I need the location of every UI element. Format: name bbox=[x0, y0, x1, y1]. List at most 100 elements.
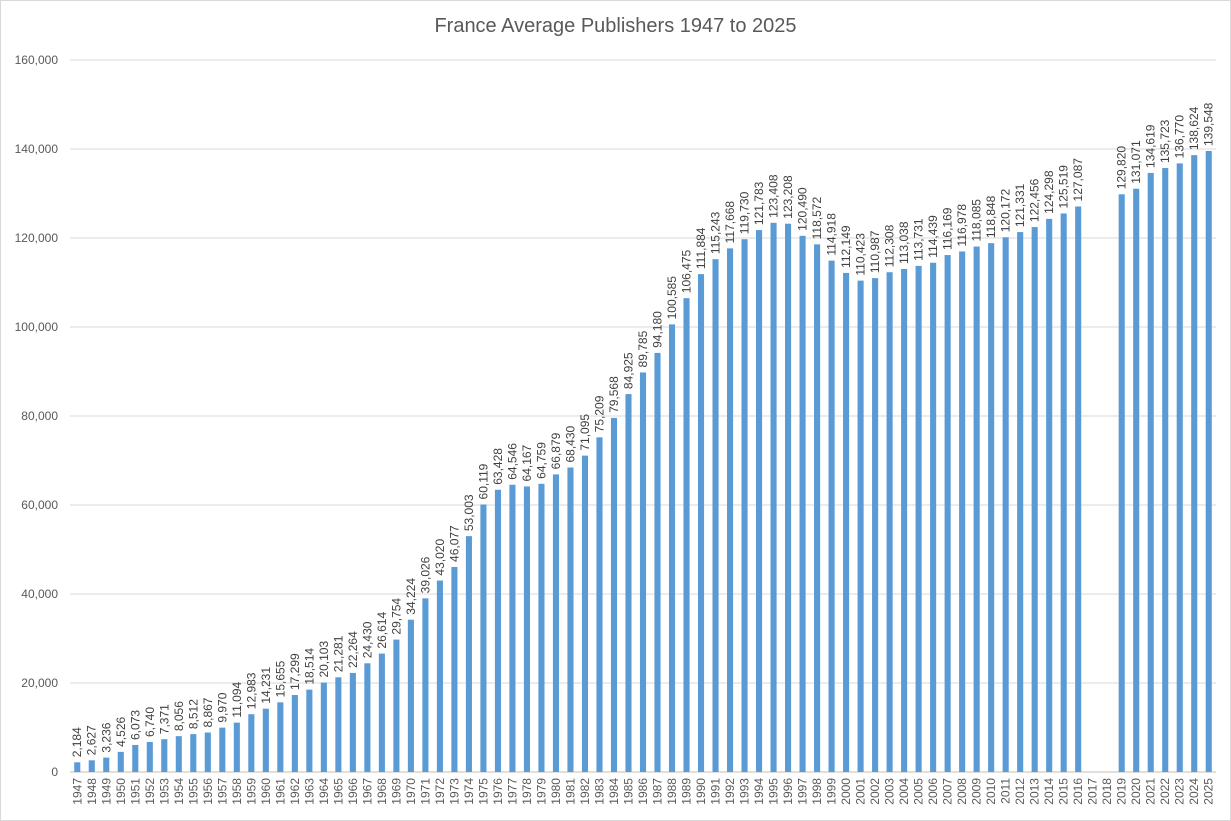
x-tick-label: 2005 bbox=[912, 778, 926, 805]
bar bbox=[335, 677, 342, 772]
x-tick-label: 1991 bbox=[709, 778, 723, 805]
y-tick-label: 80,000 bbox=[21, 409, 58, 423]
bar bbox=[132, 744, 139, 772]
x-tick-label: 1999 bbox=[825, 778, 839, 805]
bar bbox=[451, 566, 458, 772]
x-tick-label: 1963 bbox=[302, 778, 316, 805]
x-tick-label: 1996 bbox=[781, 778, 795, 805]
x-tick-label: 1964 bbox=[317, 778, 331, 805]
x-tick-label: 1971 bbox=[418, 778, 432, 805]
bar bbox=[988, 243, 995, 772]
data-label: 139,548 bbox=[1202, 102, 1216, 146]
x-tick-label: 1955 bbox=[186, 778, 200, 805]
y-tick-label: 120,000 bbox=[15, 231, 59, 245]
data-label: 15,655 bbox=[273, 660, 287, 697]
data-label: 124,298 bbox=[1042, 170, 1056, 214]
data-label: 17,299 bbox=[288, 653, 302, 690]
x-tick-label: 2022 bbox=[1158, 778, 1172, 805]
y-tick-label: 160,000 bbox=[15, 53, 59, 67]
x-tick-label: 1998 bbox=[810, 778, 824, 805]
data-label: 9,970 bbox=[215, 692, 229, 722]
bar bbox=[436, 580, 443, 772]
bar bbox=[1118, 194, 1125, 772]
bar bbox=[175, 736, 182, 772]
data-label: 8,512 bbox=[186, 699, 200, 729]
data-label: 135,723 bbox=[1158, 119, 1172, 163]
bar bbox=[320, 682, 327, 772]
bar bbox=[901, 268, 908, 772]
bar bbox=[1205, 151, 1212, 772]
x-tick-label: 1958 bbox=[230, 778, 244, 805]
bar bbox=[741, 239, 748, 772]
data-label: 114,918 bbox=[825, 213, 839, 256]
x-tick-label: 1988 bbox=[665, 778, 679, 805]
x-tick-label: 1993 bbox=[738, 778, 752, 805]
data-label: 75,209 bbox=[592, 395, 606, 432]
data-label: 20,103 bbox=[317, 641, 331, 678]
data-label: 64,167 bbox=[520, 444, 534, 481]
x-tick-label: 2018 bbox=[1100, 778, 1114, 805]
bar bbox=[712, 259, 719, 772]
data-label: 8,867 bbox=[201, 697, 215, 727]
data-label: 115,243 bbox=[709, 211, 723, 254]
bar bbox=[146, 742, 153, 772]
data-label: 63,428 bbox=[491, 448, 505, 485]
bar bbox=[726, 248, 734, 773]
bar bbox=[625, 394, 632, 772]
data-label: 112,149 bbox=[839, 225, 853, 268]
bar bbox=[770, 222, 777, 772]
x-tick-label: 2016 bbox=[1071, 778, 1085, 805]
data-label: 8,056 bbox=[172, 701, 186, 731]
data-label: 2,184 bbox=[70, 727, 84, 757]
data-label: 110,423 bbox=[854, 233, 868, 276]
x-tick-label: 1959 bbox=[244, 778, 258, 805]
x-tick-label: 1973 bbox=[447, 778, 461, 805]
x-tick-label: 2024 bbox=[1187, 778, 1201, 805]
bar bbox=[915, 265, 922, 772]
data-label: 66,879 bbox=[549, 432, 563, 469]
x-tick-label: 2025 bbox=[1202, 778, 1216, 805]
data-label: 6,740 bbox=[143, 707, 157, 737]
bar bbox=[190, 734, 197, 772]
x-tick-label: 1962 bbox=[288, 778, 302, 805]
y-tick-label: 140,000 bbox=[15, 142, 59, 156]
data-label: 118,085 bbox=[970, 199, 984, 242]
x-tick-label: 1981 bbox=[563, 778, 577, 805]
data-label: 64,759 bbox=[534, 442, 548, 479]
x-tick-label: 2006 bbox=[926, 778, 940, 805]
bar bbox=[74, 762, 81, 772]
x-tick-label: 1977 bbox=[505, 778, 519, 805]
x-tick-label: 2023 bbox=[1173, 778, 1187, 805]
data-label: 123,208 bbox=[781, 175, 795, 219]
bar bbox=[1031, 227, 1038, 772]
x-tick-label: 1966 bbox=[346, 778, 360, 805]
data-label: 113,731 bbox=[912, 218, 926, 261]
x-tick-label: 1960 bbox=[259, 778, 273, 805]
x-tick-label: 2000 bbox=[839, 778, 853, 805]
data-label: 34,224 bbox=[404, 578, 418, 615]
x-tick-label: 2001 bbox=[854, 778, 868, 805]
data-label: 12,983 bbox=[244, 672, 258, 709]
data-label: 22,264 bbox=[346, 631, 360, 668]
chart-title: France Average Publishers 1947 to 2025 bbox=[434, 15, 797, 37]
bar bbox=[219, 727, 226, 772]
bar bbox=[944, 255, 951, 772]
bar bbox=[959, 251, 966, 773]
data-label: 118,848 bbox=[984, 195, 998, 238]
bar bbox=[1176, 163, 1183, 772]
bar bbox=[465, 536, 472, 772]
data-label: 129,820 bbox=[1115, 146, 1129, 190]
x-tick-label: 2011 bbox=[999, 778, 1013, 804]
bar bbox=[248, 714, 255, 772]
x-tick-label: 1979 bbox=[534, 778, 548, 805]
bar bbox=[639, 372, 647, 772]
data-label: 125,519 bbox=[1057, 165, 1071, 209]
y-tick-label: 20,000 bbox=[21, 676, 58, 690]
bar bbox=[523, 486, 530, 772]
bar bbox=[161, 739, 168, 772]
bar bbox=[1002, 237, 1009, 772]
x-tick-label: 1956 bbox=[201, 778, 215, 805]
data-label: 136,770 bbox=[1173, 115, 1187, 159]
bar bbox=[828, 260, 835, 772]
x-tick-label: 2014 bbox=[1042, 778, 1056, 805]
